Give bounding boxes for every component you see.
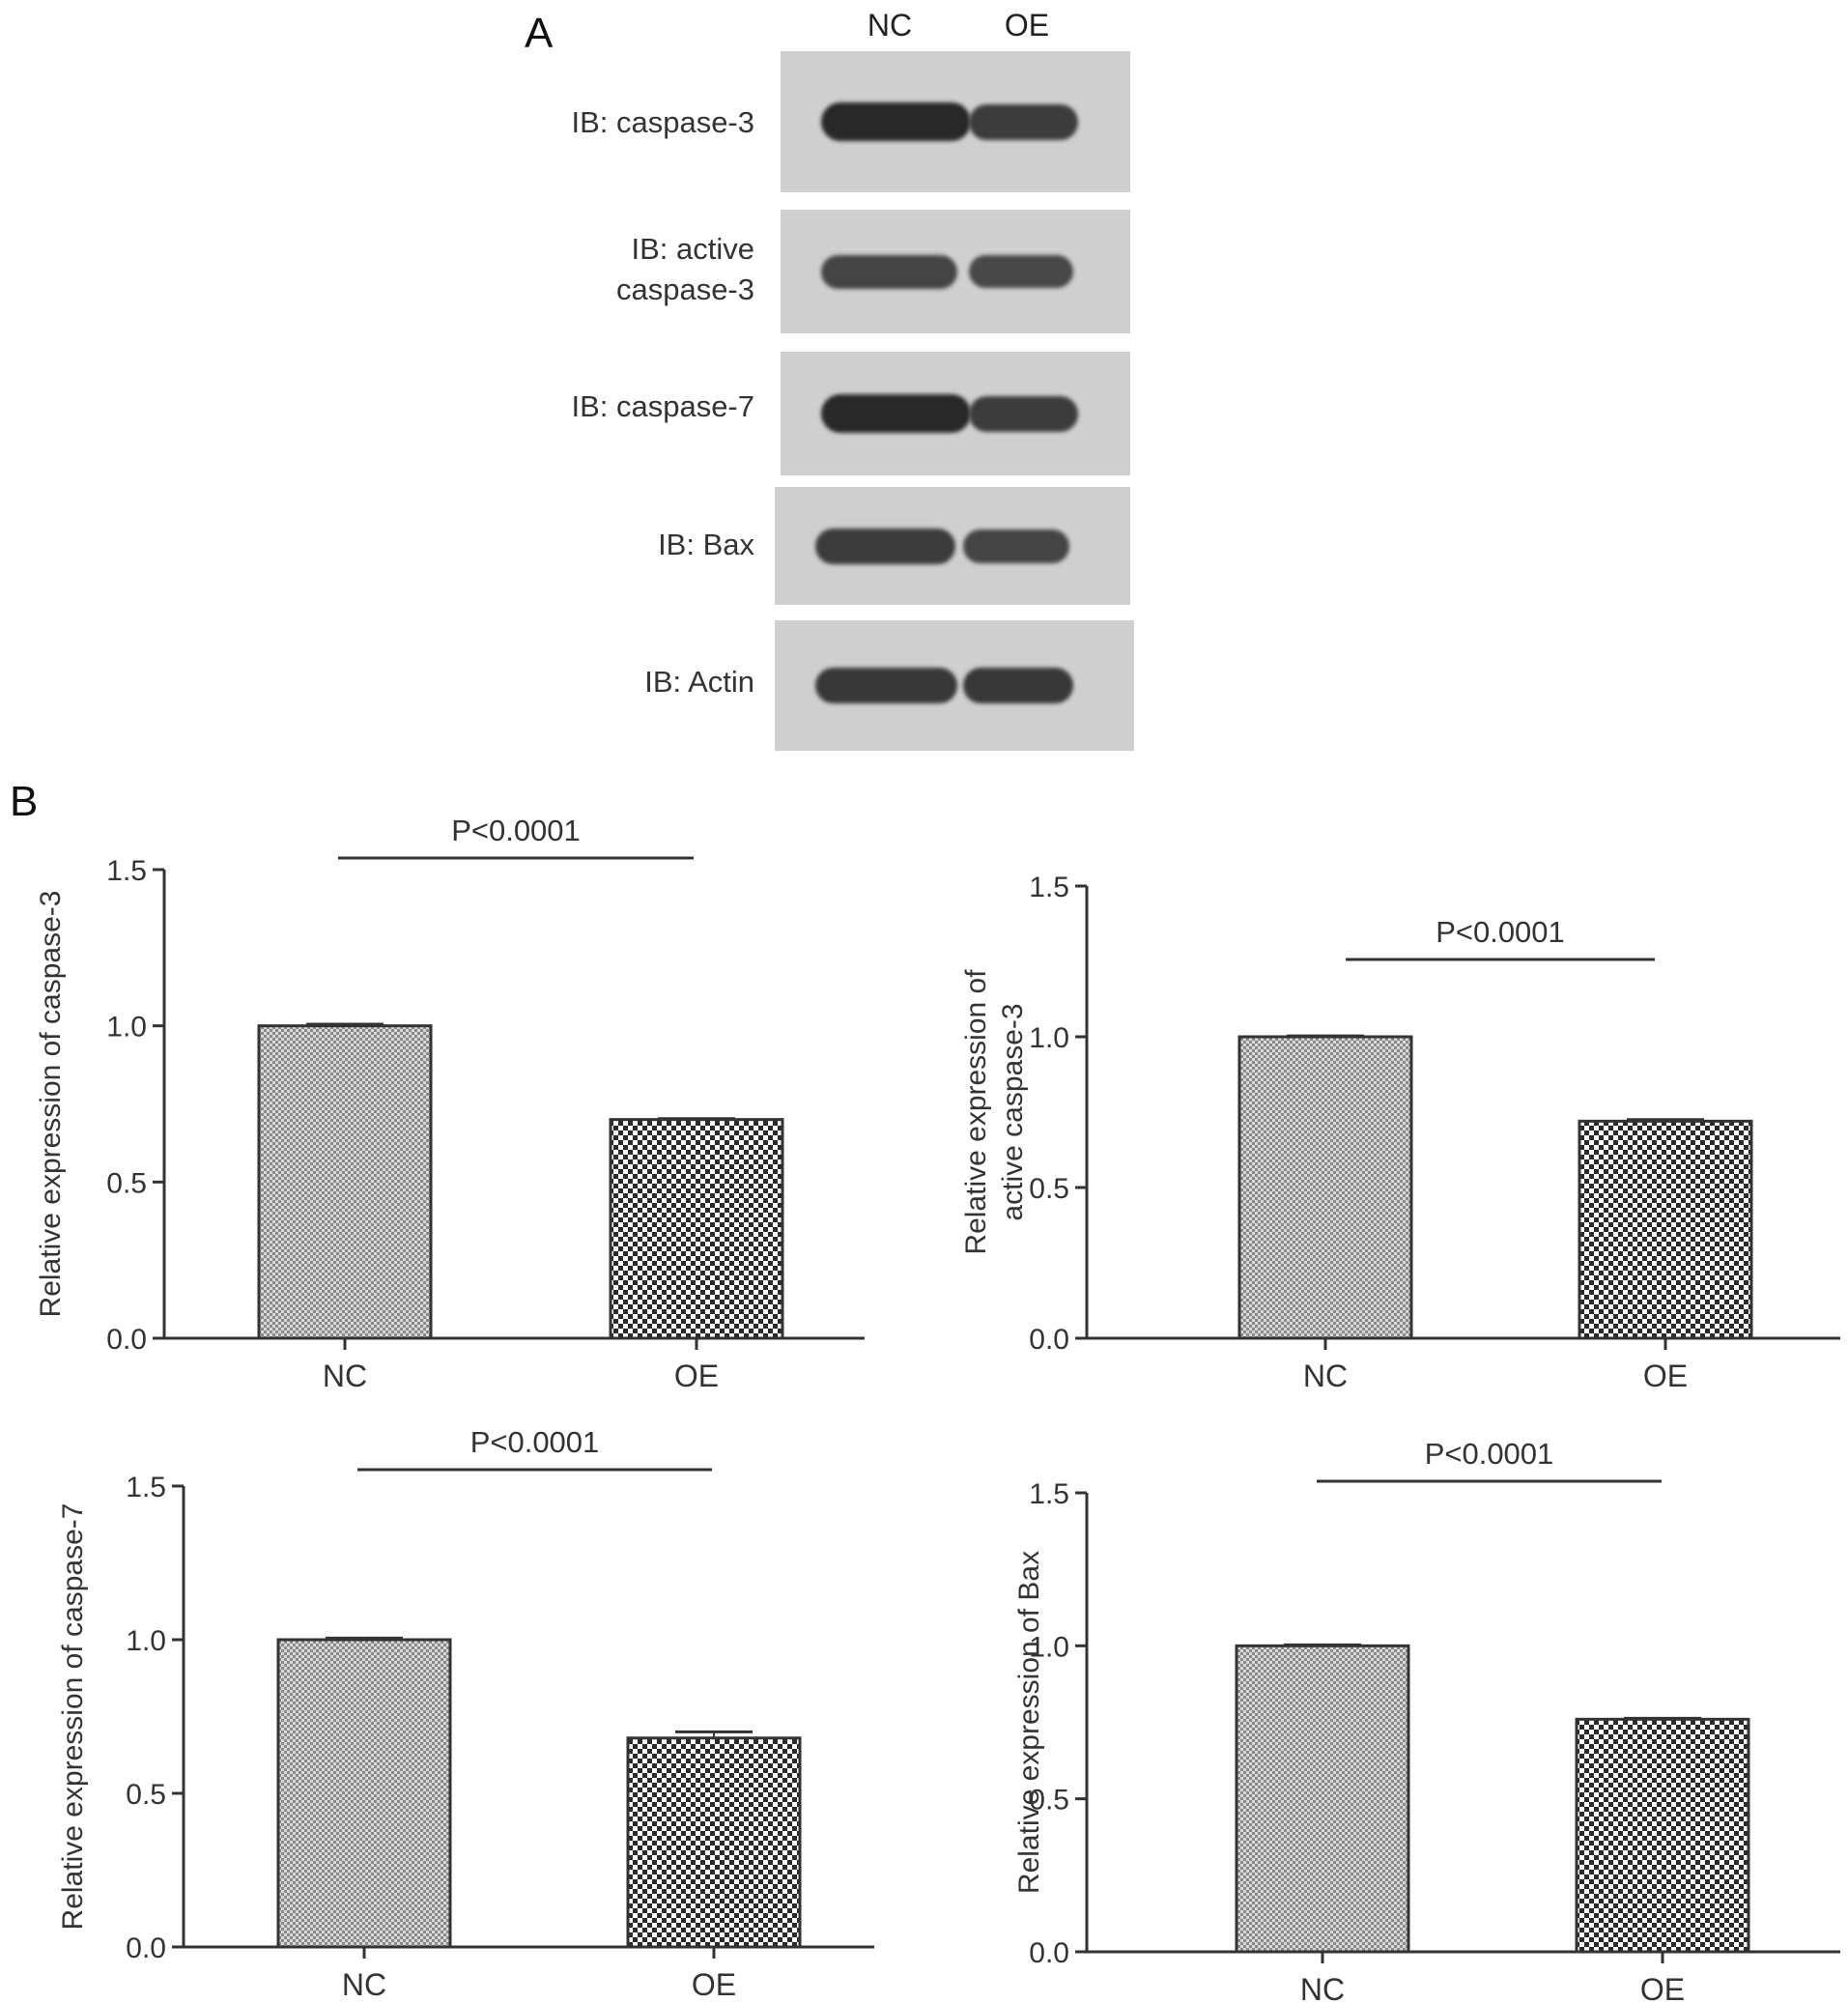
blot-actin [775, 620, 1134, 751]
panel-a-letter: A [525, 10, 554, 57]
band-actin-nc [815, 668, 957, 703]
chart4-y-tick-label: 0.5 [1029, 1785, 1069, 1817]
chart1-y-tick-label: 1.0 [106, 1012, 147, 1044]
band-bax-oe [963, 529, 1069, 563]
blot-label-caspase-7: IB: caspase-7 [571, 389, 754, 423]
chart4-bar-oe [1575, 1717, 1750, 1954]
chart2-significance-label: P<0.0001 [1436, 915, 1565, 949]
chart4-y-tick-label: 1.0 [1029, 1631, 1069, 1663]
band-caspase-3-oe [969, 104, 1078, 140]
chart3-y-tick-label: 1.0 [126, 1625, 166, 1657]
chart2-bar-oe [1578, 1119, 1753, 1340]
blot-label-actin: IB: Actin [644, 665, 754, 699]
blot-caspase-7 [781, 352, 1130, 475]
chart1-y-tick-label: 0.0 [106, 1324, 147, 1356]
lane-label-oe: OE [1004, 8, 1050, 43]
chart3-y-tick-label: 0.0 [126, 1932, 166, 1964]
chart4-bar-nc [1235, 1644, 1410, 1954]
band-active-caspase-3-oe [969, 255, 1073, 288]
chart1-x-tick-label-nc: NC [323, 1359, 367, 1393]
chart3-significance-label: P<0.0001 [470, 1425, 600, 1459]
chart3-x-tick-label-oe: OE [692, 1967, 736, 2002]
chart4-x-tick-label-nc: NC [1300, 1972, 1345, 2003]
band-bax-nc [815, 529, 955, 564]
chart1-y-axis-label: Relative expression of caspase-3 [35, 891, 67, 1318]
chart2-y-tick-label: 0.5 [1029, 1173, 1069, 1205]
blot-bax [775, 487, 1130, 605]
chart2-y-tick-label: 0.0 [1029, 1324, 1069, 1356]
chart3-y-axis-label: Relative expression of caspase-7 [57, 1503, 89, 1931]
chart4-y-axis-label: Relative expression of Bax [1013, 1551, 1045, 1894]
chart4-x-tick-label-oe: OE [1640, 1972, 1685, 2003]
panel-b-letter: B [10, 778, 39, 825]
chart1-significance-label: P<0.0001 [451, 814, 581, 847]
band-actin-oe [963, 668, 1073, 703]
blot-label-active-caspase-3: IB: active caspase-3 [615, 232, 754, 306]
chart1-bar-oe [609, 1118, 784, 1340]
blot-caspase-3 [781, 51, 1130, 192]
chart2-x-tick-label-oe: OE [1643, 1359, 1688, 1393]
chart2-y-axis-label: Relative expression of active caspase-3 [960, 969, 1029, 1255]
chart2-y-tick-label: 1.5 [1029, 872, 1069, 903]
chart1-y-tick-label: 0.5 [106, 1167, 147, 1199]
band-active-caspase-3-nc [821, 255, 957, 289]
chart2-y-tick-label: 1.0 [1029, 1022, 1069, 1054]
lane-label-nc: NC [867, 8, 913, 43]
chart1-y-tick-label: 1.5 [106, 855, 147, 887]
blot-label-bax: IB: Bax [658, 528, 754, 561]
band-caspase-7-oe [969, 396, 1078, 432]
chart3-y-tick-label: 1.5 [126, 1472, 166, 1503]
chart1-x-tick-label-oe: OE [674, 1359, 719, 1393]
chart3-bar-oe [626, 1736, 802, 1949]
chart4-significance-label: P<0.0001 [1425, 1437, 1554, 1471]
band-caspase-7-nc [821, 394, 971, 433]
blot-label-caspase-3: IB: caspase-3 [571, 105, 754, 139]
chart1-bar-nc [257, 1024, 433, 1340]
chart2-bar-nc [1237, 1035, 1413, 1340]
chart4-y-tick-label: 0.0 [1029, 1937, 1069, 1969]
blot-active-caspase-3 [781, 210, 1130, 333]
chart3-x-tick-label-nc: NC [342, 1967, 386, 2002]
band-caspase-3-nc [821, 102, 971, 141]
chart4-y-tick-label: 1.5 [1029, 1478, 1069, 1510]
chart2-x-tick-label-nc: NC [1303, 1359, 1348, 1393]
chart3-bar-nc [276, 1638, 452, 1949]
chart3-y-tick-label: 0.5 [126, 1779, 166, 1811]
